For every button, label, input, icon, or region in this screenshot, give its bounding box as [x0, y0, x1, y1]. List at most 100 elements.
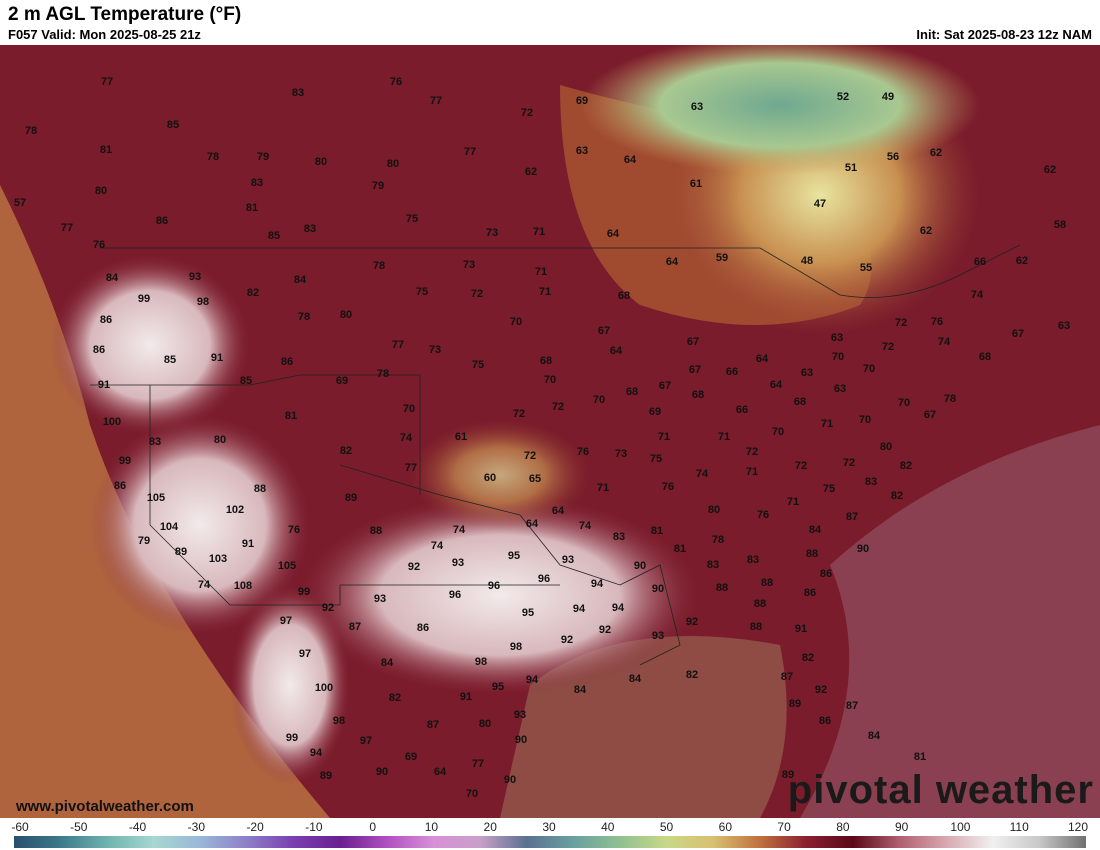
temperature-label: 84 — [574, 684, 587, 696]
temperature-label: 64 — [607, 228, 620, 240]
temperature-label: 66 — [726, 366, 738, 378]
temperature-label: 96 — [488, 580, 500, 592]
valid-time: F057 Valid: Mon 2025-08-25 21z — [8, 27, 201, 42]
temperature-label: 77 — [61, 222, 73, 234]
temperature-label: 60 — [484, 472, 496, 484]
colorbar-label: 60 — [718, 820, 733, 834]
temperature-label: 88 — [254, 483, 266, 495]
temperature-label: 84 — [629, 673, 642, 685]
temperature-label: 90 — [857, 543, 869, 555]
temperature-label: 86 — [156, 215, 168, 227]
temperature-label: 62 — [1016, 255, 1028, 267]
temperature-label: 74 — [696, 468, 709, 480]
temperature-label: 76 — [662, 481, 674, 493]
temperature-label: 83 — [613, 531, 625, 543]
temperature-label: 55 — [860, 262, 872, 274]
temperature-label: 98 — [333, 715, 345, 727]
temperature-label: 87 — [846, 700, 858, 712]
colorbar-label: 50 — [659, 820, 674, 834]
temperature-label: 75 — [823, 483, 835, 495]
temperature-label: 88 — [806, 548, 818, 560]
temperature-label: 88 — [754, 598, 766, 610]
temperature-label: 85 — [167, 119, 179, 131]
temperature-label: 87 — [846, 511, 858, 523]
temperature-label: 72 — [746, 446, 758, 458]
temperature-label: 89 — [345, 492, 357, 504]
init-time: Init: Sat 2025-08-23 12z NAM — [916, 27, 1092, 42]
temperature-label: 77 — [101, 76, 113, 88]
temperature-label: 84 — [106, 272, 119, 284]
temperature-label: 80 — [315, 156, 327, 168]
hot-zone — [90, 415, 310, 635]
temperature-label: 68 — [794, 396, 806, 408]
temperature-label: 64 — [610, 345, 623, 357]
temperature-label: 64 — [624, 154, 637, 166]
temperature-label: 83 — [251, 177, 263, 189]
temperature-label: 86 — [417, 622, 429, 634]
temperature-label: 78 — [207, 151, 219, 163]
temperature-label: 68 — [626, 386, 638, 398]
temperature-label: 80 — [708, 504, 720, 516]
temperature-label: 86 — [100, 314, 112, 326]
temperature-label: 91 — [460, 691, 472, 703]
temperature-label: 83 — [304, 223, 316, 235]
temperature-label: 78 — [944, 393, 956, 405]
hot-zone — [230, 585, 350, 785]
colorbar-label: 80 — [836, 820, 850, 834]
temperature-label: 76 — [757, 509, 769, 521]
temperature-label: 102 — [226, 504, 244, 516]
temperature-label: 80 — [95, 185, 107, 197]
temperature-label: 67 — [687, 336, 699, 348]
temperature-label: 75 — [650, 453, 662, 465]
temperature-label: 76 — [93, 239, 105, 251]
temperature-label: 89 — [782, 769, 794, 781]
temperature-label: 83 — [292, 87, 304, 99]
temperature-label: 88 — [750, 621, 762, 633]
temperature-label: 85 — [240, 375, 252, 387]
temperature-label: 82 — [900, 460, 912, 472]
temperature-label: 59 — [716, 252, 728, 264]
temperature-label: 70 — [593, 394, 605, 406]
temperature-label: 81 — [100, 144, 112, 156]
temperature-label: 85 — [268, 230, 280, 242]
temperature-label: 86 — [804, 587, 816, 599]
temperature-label: 95 — [492, 681, 504, 693]
temperature-label: 83 — [747, 554, 759, 566]
temperature-label: 95 — [508, 550, 520, 562]
temperature-label: 71 — [746, 466, 758, 478]
temperature-label: 64 — [552, 505, 565, 517]
temperature-label: 64 — [526, 518, 539, 530]
temperature-label: 87 — [781, 671, 793, 683]
temperature-label: 52 — [837, 91, 849, 103]
temperature-label: 95 — [522, 607, 534, 619]
temperature-label: 63 — [1058, 320, 1070, 332]
temperature-label: 87 — [427, 719, 439, 731]
temperature-label: 81 — [246, 202, 258, 214]
colorbar-label: -10 — [305, 820, 323, 834]
temperature-label: 74 — [453, 524, 466, 536]
temperature-label: 69 — [336, 375, 348, 387]
temperature-label: 77 — [464, 146, 476, 158]
temperature-label: 70 — [466, 788, 478, 800]
temperature-label: 72 — [524, 450, 536, 462]
temperature-label: 90 — [634, 560, 646, 572]
colorbar-label: 100 — [950, 820, 971, 834]
temperature-label: 63 — [576, 145, 588, 157]
temperature-label: 82 — [891, 490, 903, 502]
temperature-label: 93 — [652, 630, 664, 642]
temperature-label: 80 — [340, 309, 352, 321]
temperature-label: 92 — [815, 684, 827, 696]
temperature-label: 73 — [615, 448, 627, 460]
colorbar-label: -30 — [187, 820, 205, 834]
colorbar-label: -50 — [70, 820, 88, 834]
temperature-label: 66 — [736, 404, 748, 416]
temperature-label: 81 — [914, 751, 926, 763]
temperature-label: 80 — [880, 441, 892, 453]
colorbar-label: -60 — [11, 820, 29, 834]
temperature-label: 94 — [612, 602, 625, 614]
temperature-label: 70 — [772, 426, 784, 438]
temperature-label: 64 — [434, 766, 447, 778]
temperature-label: 79 — [372, 180, 384, 192]
